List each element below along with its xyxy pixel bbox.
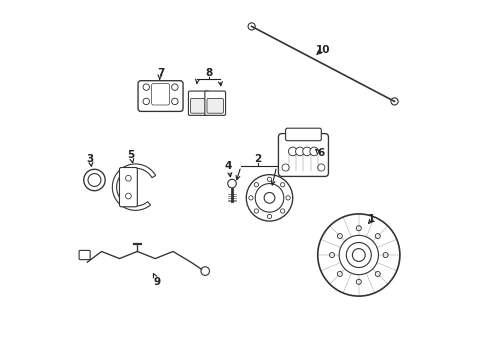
Circle shape	[352, 249, 365, 261]
Circle shape	[254, 183, 258, 187]
Circle shape	[248, 196, 253, 200]
Circle shape	[280, 183, 284, 187]
Circle shape	[143, 98, 149, 105]
Circle shape	[282, 164, 288, 171]
Circle shape	[125, 175, 131, 181]
FancyBboxPatch shape	[204, 91, 225, 115]
Circle shape	[171, 98, 178, 105]
FancyBboxPatch shape	[119, 167, 137, 207]
FancyBboxPatch shape	[278, 134, 328, 176]
Text: 5: 5	[127, 150, 135, 160]
Circle shape	[288, 147, 296, 156]
Circle shape	[309, 147, 318, 156]
Circle shape	[302, 147, 311, 156]
Circle shape	[247, 23, 255, 30]
FancyBboxPatch shape	[285, 128, 321, 141]
Circle shape	[254, 209, 258, 213]
Circle shape	[143, 84, 149, 90]
Text: 3: 3	[86, 154, 94, 163]
Text: 7: 7	[157, 68, 164, 78]
Circle shape	[390, 98, 397, 105]
Text: 4: 4	[224, 161, 232, 171]
Circle shape	[125, 193, 131, 199]
Circle shape	[317, 164, 324, 171]
Circle shape	[267, 214, 271, 219]
FancyBboxPatch shape	[138, 81, 183, 111]
FancyBboxPatch shape	[151, 84, 169, 105]
FancyBboxPatch shape	[188, 91, 209, 115]
FancyBboxPatch shape	[79, 250, 90, 260]
Text: 6: 6	[317, 148, 324, 158]
Circle shape	[267, 177, 271, 181]
Text: 9: 9	[153, 277, 160, 287]
Text: 2: 2	[254, 154, 261, 163]
Wedge shape	[112, 164, 155, 210]
Circle shape	[227, 179, 236, 188]
Circle shape	[295, 147, 304, 156]
Circle shape	[201, 267, 209, 275]
Circle shape	[285, 196, 290, 200]
FancyBboxPatch shape	[206, 99, 223, 113]
Text: 8: 8	[205, 68, 212, 78]
FancyBboxPatch shape	[190, 99, 206, 113]
Circle shape	[280, 209, 284, 213]
Text: 1: 1	[367, 214, 374, 224]
Text: 10: 10	[315, 45, 330, 55]
Circle shape	[171, 84, 178, 90]
